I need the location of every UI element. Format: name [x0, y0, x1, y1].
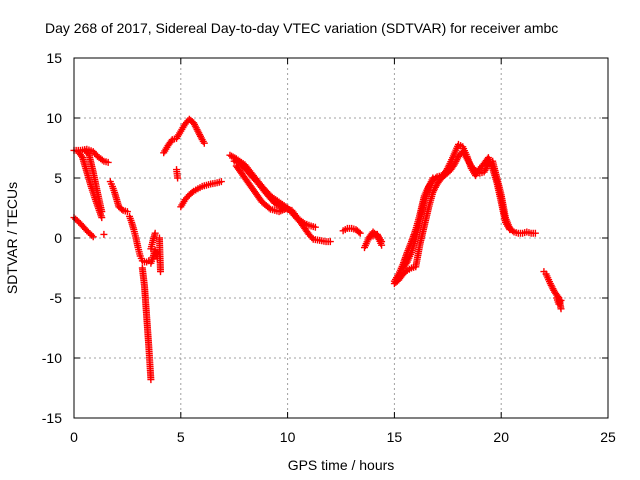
data-point — [88, 231, 96, 239]
series-s10 — [155, 234, 165, 276]
axis-ticks — [73, 57, 609, 419]
data-point — [188, 188, 196, 196]
data-point — [356, 229, 364, 237]
data-point — [200, 139, 208, 147]
series-s19 — [367, 230, 386, 246]
x-tick-label: 25 — [600, 429, 616, 445]
data-point — [123, 208, 131, 216]
y-tick-label: 0 — [54, 230, 62, 246]
data-point — [147, 376, 155, 384]
series-s16 — [232, 162, 292, 216]
data-point — [402, 268, 410, 276]
x-tick-label: 0 — [70, 429, 78, 445]
series-s20 — [390, 148, 539, 288]
series-s24 — [553, 294, 565, 308]
data-point — [98, 156, 106, 164]
series-s05 — [100, 230, 108, 238]
data-point — [557, 305, 565, 313]
series-s11 — [160, 115, 208, 157]
y-tick-labels: -15 -10 -5 0 5 10 15 — [42, 50, 62, 426]
data-point — [89, 233, 97, 241]
series-s06 — [106, 178, 131, 216]
x-axis-label: GPS time / hours — [288, 457, 395, 473]
y-tick-label: -15 — [42, 410, 62, 426]
data-point — [98, 208, 106, 216]
x-tick-label: 5 — [177, 429, 185, 445]
data-point — [157, 268, 165, 276]
data-point — [174, 174, 182, 182]
data-point — [284, 204, 292, 212]
data-point — [355, 228, 363, 236]
data-point — [378, 238, 386, 246]
data-point — [151, 229, 159, 237]
series-s22 — [399, 174, 437, 272]
y-tick-label: 15 — [46, 50, 62, 66]
data-point — [299, 218, 307, 226]
series-s13 — [177, 178, 225, 211]
series-s17 — [339, 224, 364, 237]
data-point — [311, 223, 319, 231]
x-tick-label: 10 — [280, 429, 296, 445]
data-point — [557, 296, 565, 304]
data-point — [326, 238, 334, 246]
data-point — [217, 178, 225, 186]
series-s03 — [74, 148, 106, 222]
data-point — [100, 230, 108, 238]
data-point — [265, 204, 273, 212]
y-axis-label: SDTVAR / TECUs — [4, 182, 20, 294]
data-point — [118, 205, 126, 213]
data-point — [506, 226, 514, 234]
data-points — [70, 115, 565, 384]
series-s01 — [70, 214, 97, 241]
y-tick-label: -5 — [50, 290, 63, 306]
data-point — [98, 214, 106, 222]
chart-title: Day 268 of 2017, Sidereal Day-to-day VTE… — [45, 20, 558, 36]
data-point — [429, 174, 437, 182]
x-tick-labels: 0 5 10 15 20 25 — [70, 429, 616, 445]
series-s08 — [138, 264, 155, 384]
x-tick-label: 15 — [387, 429, 403, 445]
y-tick-label: 5 — [54, 170, 62, 186]
y-tick-label: 10 — [46, 110, 62, 126]
data-point — [104, 158, 112, 166]
y-tick-label: -10 — [42, 350, 62, 366]
series-s23 — [540, 268, 565, 313]
series-s07 — [126, 212, 161, 267]
grid-lines — [74, 58, 608, 418]
series-s12 — [173, 166, 182, 182]
x-tick-label: 20 — [493, 429, 509, 445]
series-s15 — [230, 157, 319, 231]
data-point — [308, 234, 316, 242]
series-s04 — [81, 146, 106, 216]
series-s09 — [147, 229, 159, 253]
data-point — [77, 152, 85, 160]
data-point — [531, 229, 539, 237]
